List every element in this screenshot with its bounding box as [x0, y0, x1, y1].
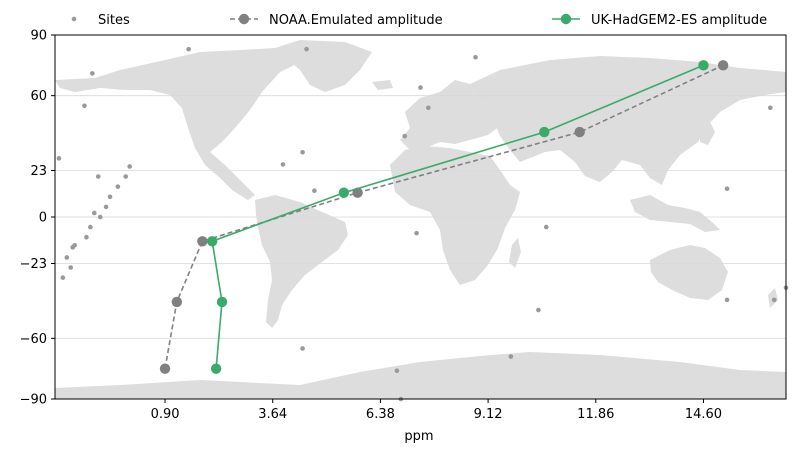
y-tick-label: 60 [30, 89, 47, 104]
series-2-point [338, 187, 350, 198]
x-axis: 0.90 3.64 6.38 9.12 11.86 14.60 [151, 399, 722, 422]
site-point [543, 224, 549, 230]
site-point [186, 46, 191, 52]
legend: Sites NOAA.Emulated amplitude UK-HadGEM2-E… [71, 13, 767, 28]
x-axis-label: ppm [404, 429, 433, 444]
x-tick-label: 11.86 [577, 407, 614, 422]
site-point [115, 184, 121, 189]
site-point [402, 133, 408, 139]
site-point [56, 156, 62, 161]
site-point [82, 103, 87, 109]
site-point [300, 149, 305, 155]
site-point [60, 275, 66, 280]
x-tick-label: 3.64 [258, 407, 287, 422]
site-point [426, 105, 431, 111]
legend-series-2-marker [560, 13, 572, 25]
site-point [767, 105, 773, 111]
site-point [90, 71, 95, 76]
y-tick-label: −23 [20, 257, 47, 272]
site-point [536, 307, 541, 313]
site-point [103, 204, 109, 210]
series-1-point [717, 60, 729, 71]
series-1-point [197, 236, 208, 247]
x-tick-label: 14.60 [685, 407, 722, 422]
legend-sites-label: Sites [98, 13, 130, 28]
series-line-2 [211, 64, 704, 369]
site-point [418, 85, 423, 90]
site-point [127, 164, 132, 169]
site-point [97, 214, 103, 220]
grid-lines [55, 95, 786, 339]
series-1-point [171, 296, 183, 308]
y-axis: −90 −60 −23 0 23 60 90 [20, 29, 55, 408]
site-point [107, 194, 113, 200]
legend-series-1-label: NOAA.Emulated amplitude [269, 13, 443, 28]
site-point [300, 346, 305, 351]
series-2-point [216, 296, 228, 308]
sites-layer [56, 46, 789, 402]
site-point [123, 174, 129, 179]
series-1-point [574, 126, 585, 138]
series-line-1 [164, 64, 724, 369]
world-map-background [55, 40, 786, 399]
site-point [72, 243, 77, 248]
legend-series-2-label: UK-HadGEM2-ES amplitude [591, 13, 767, 28]
site-point [280, 162, 286, 167]
site-point [92, 210, 97, 216]
site-point [95, 174, 101, 179]
series-2-point [698, 60, 709, 71]
y-tick-label: 90 [30, 29, 47, 44]
y-tick-label: −90 [20, 393, 47, 408]
y-tick-label: 23 [30, 164, 47, 179]
site-point [724, 186, 730, 191]
x-tick-label: 6.38 [366, 407, 395, 422]
series-2-point [210, 363, 222, 374]
site-point [84, 234, 89, 240]
series-1-point [159, 363, 171, 374]
site-point [312, 188, 317, 194]
site-point [473, 54, 478, 60]
series-layer [159, 60, 729, 374]
x-tick-label: 9.12 [474, 407, 503, 422]
series-2-point [207, 236, 218, 247]
site-point [508, 354, 514, 359]
site-point [771, 297, 777, 303]
site-point [88, 224, 93, 230]
site-point [394, 368, 400, 373]
x-tick-label: 0.90 [151, 407, 180, 422]
y-tick-label: −60 [20, 332, 47, 347]
y-tick-label: 0 [39, 211, 47, 226]
site-point [68, 265, 74, 270]
site-point [64, 255, 70, 260]
site-point [304, 46, 309, 52]
legend-series-1-marker [238, 13, 250, 25]
site-point [414, 230, 419, 236]
legend-sites-marker [71, 16, 77, 22]
site-point [724, 297, 730, 303]
series-2-point [539, 126, 550, 138]
